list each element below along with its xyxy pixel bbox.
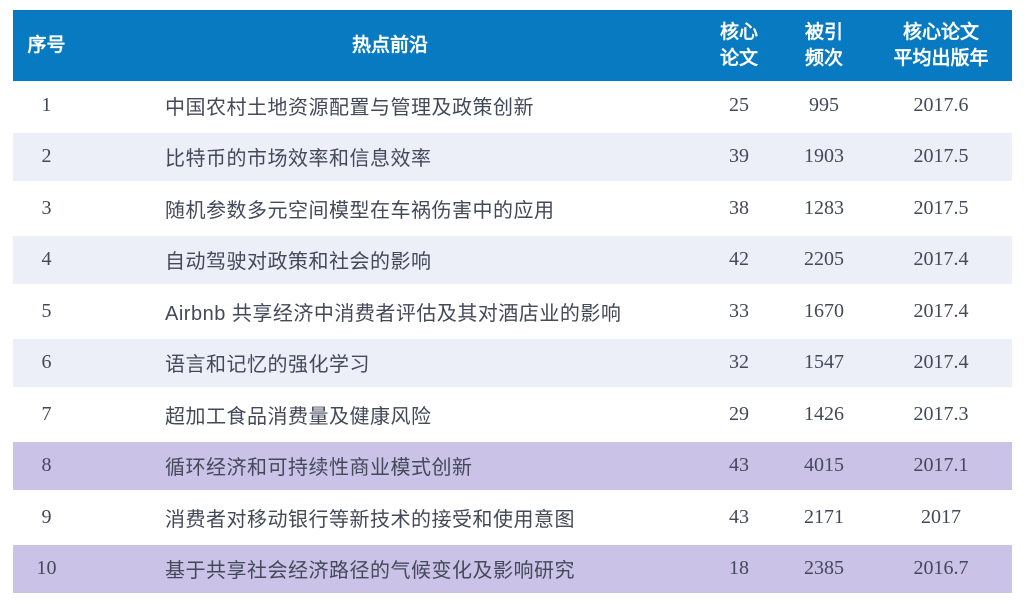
- row-avg-pub-year: 2017.5: [913, 196, 969, 219]
- row-topic: 循环经济和可持续性商业模式创新: [165, 457, 473, 479]
- row-citations: 1283: [804, 196, 844, 219]
- row-core-papers: 42: [729, 248, 749, 270]
- row-topic: 随机参数多元空间模型在车祸伤害中的应用: [165, 199, 555, 222]
- table-row-highlighted: 8 循环经济和可持续性商业模式创新 43 4015 2017.1: [13, 441, 1012, 490]
- row-topic: 消费者对移动银行等新技术的接受和使用意图: [165, 508, 575, 531]
- row-rank: 6: [41, 351, 52, 373]
- row-topic: 自动驾驶对政策和社会的影响: [165, 251, 432, 273]
- row-rank: 2: [41, 145, 52, 167]
- header-cell-citations: 被引 频次: [804, 21, 843, 69]
- row-topic: 基于共享社会经济路径的气候变化及影响研究: [165, 560, 575, 582]
- row-citations: 2205: [804, 248, 844, 270]
- row-avg-pub-year: 2016.7: [913, 557, 969, 579]
- table-row: 1 中国农村土地资源配置与管理及政策创新 25 995 2017.6: [13, 81, 1012, 129]
- row-citations: 4015: [804, 454, 844, 476]
- row-rank: 7: [41, 402, 52, 425]
- header-cell-core-papers: 核心 论文: [719, 21, 758, 69]
- row-citations: 1670: [804, 299, 844, 322]
- row-citations: 1903: [804, 145, 844, 167]
- row-core-papers: 43: [729, 505, 749, 528]
- table-row: 2 比特币的市场效率和信息效率 39 1903 2017.5: [13, 132, 1012, 181]
- row-rank: 4: [41, 248, 52, 270]
- row-core-papers: 33: [729, 299, 749, 322]
- table-row: 6 语言和记忆的强化学习 32 1547 2017.4: [13, 338, 1012, 387]
- row-citations: 1426: [804, 402, 844, 425]
- table-row: 9 消费者对移动银行等新技术的接受和使用意图 43 2171 2017: [13, 493, 1012, 541]
- row-citations: 1547: [804, 351, 844, 373]
- table-row: 3 随机参数多元空间模型在车祸伤害中的应用 38 1283 2017.5: [13, 184, 1012, 232]
- row-rank: 8: [41, 454, 52, 476]
- row-citations: 995: [809, 93, 839, 116]
- row-citations: 2171: [804, 505, 844, 528]
- row-topic: 超加工食品消费量及健康风险: [165, 405, 432, 428]
- row-avg-pub-year: 2017: [921, 505, 961, 528]
- row-core-papers: 25: [729, 93, 749, 116]
- row-topic: 语言和记忆的强化学习: [165, 354, 370, 376]
- row-topic: 比特币的市场效率和信息效率: [165, 148, 432, 170]
- row-avg-pub-year: 2017.6: [913, 93, 969, 116]
- row-rank: 5: [41, 299, 52, 322]
- row-core-papers: 29: [729, 402, 749, 425]
- hot-frontiers-table: 序号 热点前沿 核心 论文 被引 频次 核心论文 平均出版年 1 中国农村土地资…: [13, 10, 1012, 593]
- header-cell-index: 序号: [27, 34, 66, 56]
- row-topic: 中国农村土地资源配置与管理及政策创新: [165, 96, 534, 119]
- table-body: 1 中国农村土地资源配置与管理及政策创新 25 995 2017.6 2 比特币…: [13, 81, 1012, 593]
- row-core-papers: 32: [729, 351, 749, 373]
- row-avg-pub-year: 2017.3: [913, 402, 969, 425]
- table-row-highlighted: 10 基于共享社会经济路径的气候变化及影响研究 18 2385 2016.7: [13, 544, 1012, 593]
- table-row: 5 Airbnb 共享经济中消费者评估及其对酒店业的影响 33 1670 201…: [13, 287, 1012, 335]
- row-core-papers: 38: [729, 196, 749, 219]
- row-avg-pub-year: 2017.4: [913, 248, 969, 270]
- header-cell-avg-year: 核心论文 平均出版年: [893, 21, 989, 69]
- table-row: 7 超加工食品消费量及健康风险 29 1426 2017.3: [13, 390, 1012, 438]
- table-row: 4 自动驾驶对政策和社会的影响 42 2205 2017.4: [13, 235, 1012, 284]
- row-avg-pub-year: 2017.4: [913, 299, 969, 322]
- row-core-papers: 18: [729, 557, 749, 579]
- row-core-papers: 39: [729, 145, 749, 167]
- row-rank: 9: [41, 505, 52, 528]
- row-avg-pub-year: 2017.1: [913, 454, 969, 476]
- row-avg-pub-year: 2017.5: [913, 145, 969, 167]
- row-avg-pub-year: 2017.4: [913, 351, 969, 373]
- row-topic: Airbnb 共享经济中消费者评估及其对酒店业的影响: [165, 302, 622, 325]
- row-citations: 2385: [804, 557, 844, 579]
- header-cell-topic: 热点前沿: [351, 34, 428, 56]
- row-rank: 1: [41, 93, 52, 116]
- table-header-row: 序号 热点前沿 核心 论文 被引 频次 核心论文 平均出版年: [13, 10, 1012, 81]
- row-rank: 3: [41, 196, 52, 219]
- row-core-papers: 43: [729, 454, 749, 476]
- row-rank: 10: [36, 557, 57, 579]
